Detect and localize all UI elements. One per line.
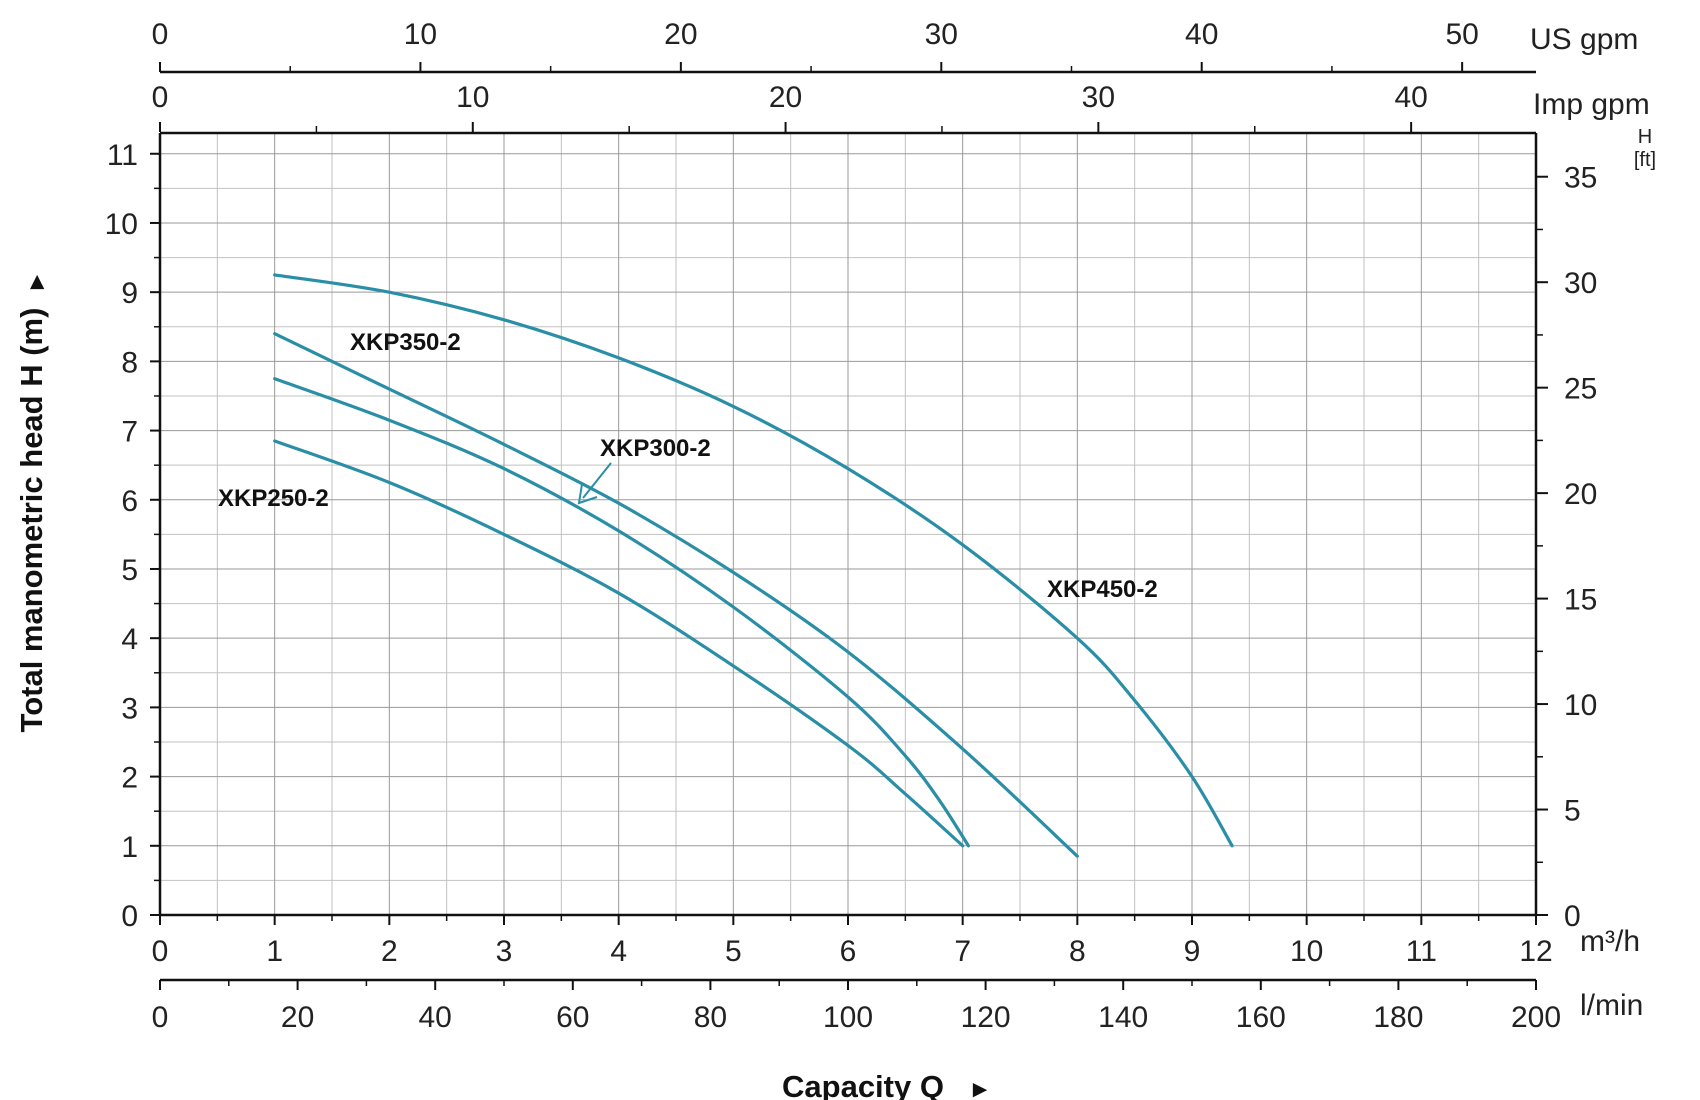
ft-unit-bottom: [ft] bbox=[1634, 149, 1656, 171]
y-tick-label: 2 bbox=[121, 762, 138, 795]
series-line-xkp450-2 bbox=[273, 273, 1234, 848]
ft-tick-label: 15 bbox=[1564, 584, 1597, 617]
x-tick-label: 7 bbox=[954, 935, 971, 968]
y-tick-label: 1 bbox=[121, 831, 138, 864]
series-line-xkp250-2 bbox=[273, 439, 965, 848]
major-grid bbox=[159, 133, 1537, 916]
x-tick-label: 5 bbox=[725, 935, 742, 968]
x-tick-label: 6 bbox=[840, 935, 857, 968]
y-tick-label: 7 bbox=[121, 416, 138, 449]
us-gpm-tick-label: 20 bbox=[664, 18, 697, 51]
lmin-tick-label: 100 bbox=[823, 1001, 873, 1034]
imp-gpm-tick-label: 10 bbox=[456, 81, 489, 114]
y-tick-label: 3 bbox=[121, 692, 138, 725]
xkp300-pointer-arrow bbox=[577, 462, 612, 505]
series-line-xkp300-2 bbox=[273, 377, 970, 848]
lmin-tick-label: 20 bbox=[281, 1001, 314, 1034]
imp-gpm-unit-label: Imp gpm bbox=[1533, 88, 1650, 121]
x-tick-label: 11 bbox=[1406, 935, 1437, 968]
series-label-xkp350: XKP350-2 bbox=[350, 329, 461, 356]
lmin-tick-label: 60 bbox=[556, 1001, 589, 1034]
x-tick-label: 4 bbox=[610, 935, 627, 968]
y-tick-label: 0 bbox=[121, 900, 138, 933]
imp-gpm-tick-label: 0 bbox=[152, 81, 169, 114]
y-tick-label: 4 bbox=[121, 623, 138, 656]
y-axis-title: Total manometric head H (m) bbox=[14, 308, 49, 733]
us-gpm-tick-label: 0 bbox=[152, 18, 169, 51]
ft-tick-label: 10 bbox=[1564, 689, 1597, 722]
lmin-tick-label: 120 bbox=[961, 1001, 1011, 1034]
us-gpm-tick-label: 50 bbox=[1445, 18, 1478, 51]
imp-gpm-tick-label: 20 bbox=[769, 81, 802, 114]
x-tick-label: 0 bbox=[152, 935, 169, 968]
lmin-tick-label: 40 bbox=[419, 1001, 452, 1034]
ft-tick-label: 25 bbox=[1564, 373, 1597, 406]
lmin-unit-label: l/min bbox=[1580, 989, 1643, 1022]
series-label-xkp450: XKP450-2 bbox=[1047, 576, 1158, 603]
ft-tick-label: 5 bbox=[1564, 795, 1581, 828]
x-axis-title: Capacity Q bbox=[782, 1069, 944, 1100]
ft-unit-top: H bbox=[1638, 126, 1652, 148]
series-lines bbox=[273, 273, 1234, 858]
ft-tick-label: 20 bbox=[1564, 478, 1597, 511]
lmin-tick-label: 160 bbox=[1236, 1001, 1286, 1034]
y-tick-label: 6 bbox=[121, 485, 138, 518]
y-tick-label: 9 bbox=[121, 277, 138, 310]
lmin-tick-label: 200 bbox=[1511, 1001, 1561, 1034]
lmin-tick-label: 140 bbox=[1098, 1001, 1148, 1034]
lmin-tick-label: 180 bbox=[1373, 1001, 1423, 1034]
y-tick-label: 10 bbox=[105, 208, 138, 241]
imp-gpm-tick-label: 40 bbox=[1394, 81, 1427, 114]
us-gpm-tick-label: 10 bbox=[404, 18, 437, 51]
x-tick-label: 8 bbox=[1069, 935, 1086, 968]
us-gpm-tick-label: 40 bbox=[1185, 18, 1218, 51]
y-tick-label: 8 bbox=[121, 346, 138, 379]
series-label-xkp300: XKP300-2 bbox=[600, 435, 711, 462]
ft-tick-label: 0 bbox=[1564, 900, 1581, 933]
series-label-xkp250: XKP250-2 bbox=[218, 485, 329, 512]
x-unit-label: m³/h bbox=[1580, 925, 1640, 958]
x-tick-label: 10 bbox=[1290, 935, 1323, 968]
us-gpm-unit-label: US gpm bbox=[1530, 23, 1638, 56]
x-tick-label: 3 bbox=[496, 935, 513, 968]
us-gpm-tick-label: 30 bbox=[925, 18, 958, 51]
x-tick-label: 2 bbox=[381, 935, 398, 968]
x-axis-arrow: ► bbox=[968, 1076, 992, 1100]
x-tick-label: 12 bbox=[1519, 935, 1552, 968]
ft-tick-label: 30 bbox=[1564, 267, 1597, 300]
imp-gpm-tick-label: 30 bbox=[1082, 81, 1115, 114]
lmin-tick-label: 80 bbox=[694, 1001, 727, 1034]
lmin-tick-label: 0 bbox=[152, 1001, 169, 1034]
y-tick-label: 5 bbox=[121, 554, 138, 587]
y-axis-arrow: ► bbox=[23, 270, 50, 294]
x-tick-label: 9 bbox=[1184, 935, 1201, 968]
ft-tick-label: 35 bbox=[1564, 162, 1597, 195]
x-tick-label: 1 bbox=[266, 935, 283, 968]
y-tick-label: 11 bbox=[107, 139, 138, 172]
series-line-xkp350-2 bbox=[273, 332, 1079, 858]
axes bbox=[150, 62, 1548, 990]
